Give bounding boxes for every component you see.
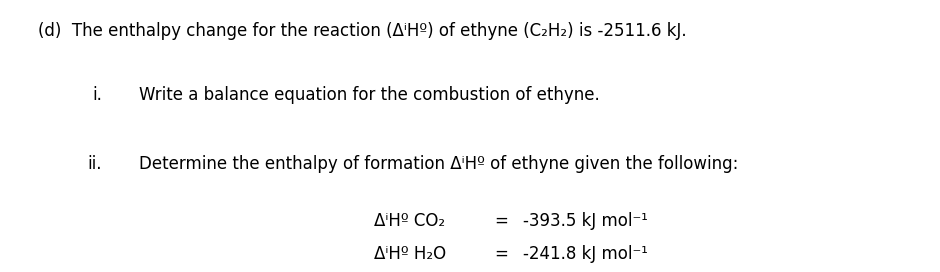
Text: Write a balance equation for the combustion of ethyne.: Write a balance equation for the combust… bbox=[139, 86, 600, 104]
Text: ii.: ii. bbox=[87, 155, 102, 173]
Text: ΔⁱHº CO₂: ΔⁱHº CO₂ bbox=[374, 212, 446, 230]
Text: (d)  The enthalpy change for the reaction (ΔⁱHº) of ethyne (C₂H₂) is -2511.6 kJ.: (d) The enthalpy change for the reaction… bbox=[38, 22, 686, 40]
Text: ΔⁱHº H₂O: ΔⁱHº H₂O bbox=[374, 245, 446, 263]
Text: =: = bbox=[494, 245, 508, 263]
Text: -241.8 kJ mol⁻¹: -241.8 kJ mol⁻¹ bbox=[523, 245, 648, 263]
Text: i.: i. bbox=[92, 86, 102, 104]
Text: =: = bbox=[494, 212, 508, 230]
Text: -393.5 kJ mol⁻¹: -393.5 kJ mol⁻¹ bbox=[523, 212, 648, 230]
Text: Determine the enthalpy of formation ΔⁱHº of ethyne given the following:: Determine the enthalpy of formation ΔⁱHº… bbox=[139, 155, 739, 173]
